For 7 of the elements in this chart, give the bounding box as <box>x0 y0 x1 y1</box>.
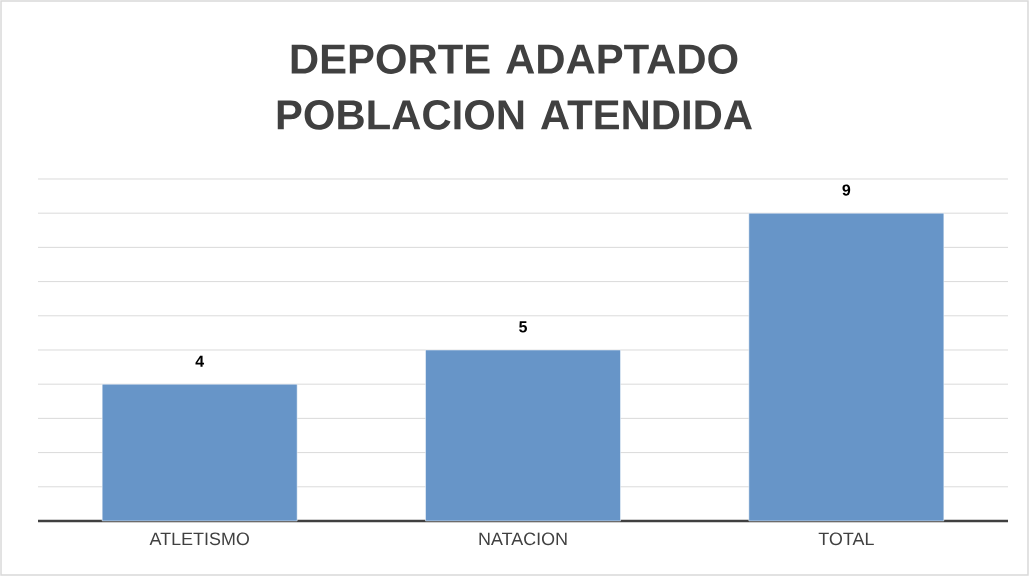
x-tick-label: TOTAL <box>818 532 874 546</box>
data-label: 4 <box>195 355 205 367</box>
data-label: 9 <box>842 184 851 196</box>
x-tick-label: ATLETISMO <box>149 532 249 546</box>
x-tick-label: NATACION <box>479 532 567 546</box>
data-label: 5 <box>519 321 527 333</box>
chart-title: DEPORTE ADAPTADO POBLACION ATENDIDA <box>277 44 752 130</box>
